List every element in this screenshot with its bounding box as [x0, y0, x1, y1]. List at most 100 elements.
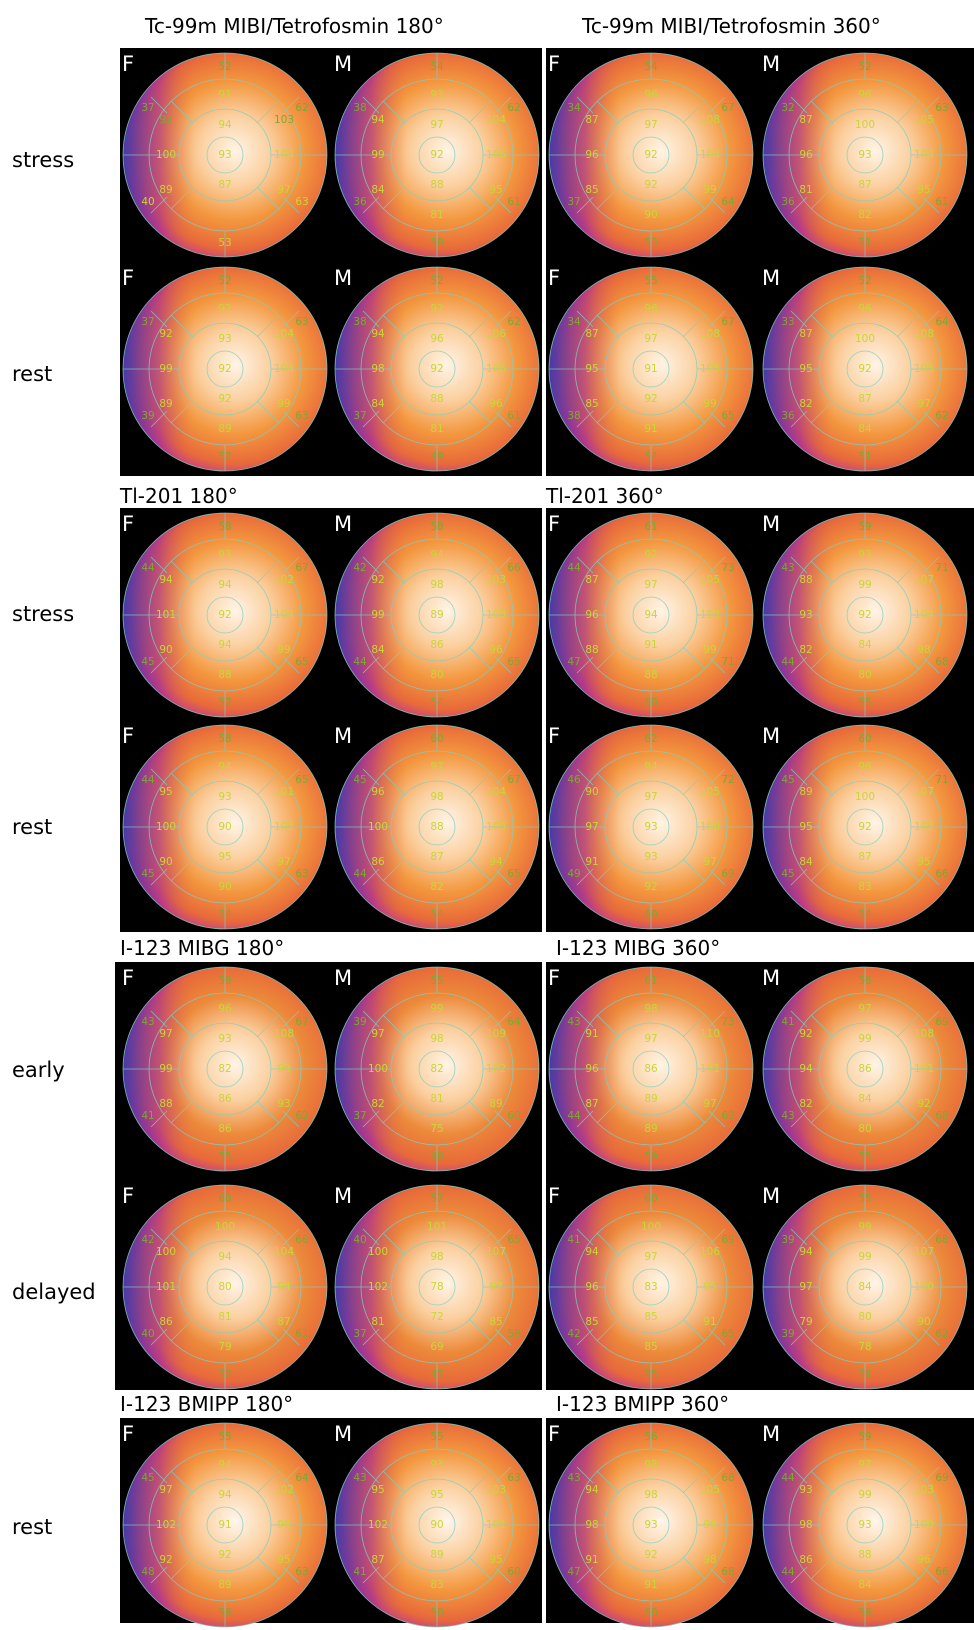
segment-value: 102: [274, 821, 294, 833]
segment-value: 100: [855, 791, 875, 803]
segment-value: 98: [799, 1519, 812, 1531]
segment-value: 63: [295, 196, 308, 208]
segment-value: 96: [858, 89, 872, 101]
segment-value: 36: [353, 196, 367, 208]
segment-value: 84: [858, 639, 872, 651]
segment-value: 87: [371, 1554, 384, 1566]
segment-value: 100: [855, 119, 875, 131]
segment-value: 95: [489, 1554, 502, 1566]
segment-value: 90: [585, 786, 598, 798]
polar-map: 60 100 97 83 85 85 55 41 94 96 85 42 69 106 95 91 65 F: [546, 1182, 756, 1392]
segment-value: 103: [486, 609, 506, 621]
segment-value: 99: [371, 149, 384, 161]
segment-value: 106: [486, 149, 506, 161]
segment-value: 81: [430, 209, 443, 221]
segment-value: 98: [430, 1033, 443, 1045]
segment-value: 104: [274, 149, 294, 161]
segment-value: 104: [486, 786, 506, 798]
segment-value: 62: [295, 102, 308, 114]
segment-value: 64: [721, 196, 735, 208]
segment-value: 52: [218, 61, 231, 73]
segment-value: 41: [353, 1566, 366, 1578]
segment-value: 104: [274, 363, 294, 375]
segment-value: 65: [507, 868, 520, 880]
segment-value: 93: [218, 149, 231, 161]
segment-value: 107: [914, 574, 934, 586]
sex-label: M: [762, 512, 781, 536]
segment-value: 101: [486, 1519, 506, 1531]
sex-label: F: [122, 1422, 135, 1446]
segment-value: 64: [295, 1472, 309, 1484]
segment-value: 59: [858, 521, 871, 533]
segment-value: 97: [277, 184, 290, 196]
segment-value: 97: [644, 333, 657, 345]
segment-value: 61: [935, 196, 948, 208]
segment-value: 102: [486, 1063, 506, 1075]
segment-value: 41: [141, 1110, 154, 1122]
segment-value: 91: [585, 1028, 598, 1040]
segment-value: 55: [644, 275, 657, 287]
segment-value: 80: [218, 1281, 231, 1293]
segment-value: 58: [218, 521, 231, 533]
segment-value: 98: [644, 1459, 657, 1471]
segment-value: 86: [644, 1063, 658, 1075]
segment-value: 98: [430, 1251, 443, 1263]
segment-value: 55: [430, 975, 443, 987]
segment-value: 59: [644, 1151, 657, 1163]
segment-value: 105: [914, 114, 934, 126]
segment-value: 91: [218, 1519, 231, 1531]
segment-value: 94: [218, 761, 232, 773]
segment-value: 84: [858, 1093, 872, 1105]
segment-value: 37: [353, 1110, 366, 1122]
segment-value: 67: [721, 316, 734, 328]
segment-value: 82: [799, 398, 812, 410]
polar-map: 54 93 97 92 88 81 50 38 94 99 84 36 62 104 106 95 61 M: [332, 50, 542, 260]
segment-value: 63: [935, 102, 948, 114]
segment-value: 99: [277, 398, 290, 410]
segment-value: 87: [858, 179, 871, 191]
segment-value: 57: [430, 1193, 443, 1205]
segment-value: 96: [489, 644, 503, 656]
segment-value: 57: [218, 697, 231, 709]
segment-value: 80: [858, 1311, 871, 1323]
segment-value: 72: [430, 1311, 443, 1323]
segment-value: 108: [274, 1028, 294, 1040]
segment-value: 73: [721, 562, 734, 574]
segment-value: 72: [721, 774, 734, 786]
segment-value: 79: [218, 1341, 231, 1353]
segment-value: 92: [644, 179, 657, 191]
segment-value: 37: [353, 1328, 366, 1340]
polar-map: 55 96 97 91 92 91 54 34 87 95 85 38 67 108 105 99 65 F: [546, 264, 756, 474]
segment-value: 97: [917, 398, 930, 410]
segment-value: 97: [703, 1098, 716, 1110]
segment-value: 94: [799, 1063, 813, 1075]
segment-value: 97: [371, 1028, 384, 1040]
segment-value: 92: [644, 393, 657, 405]
segment-value: 59: [858, 1431, 871, 1443]
segment-value: 91: [585, 856, 598, 868]
segment-value: 102: [368, 1281, 388, 1293]
sex-label: M: [762, 1422, 781, 1446]
segment-value: 43: [353, 1472, 366, 1484]
segment-value: 105: [700, 574, 720, 586]
header-mibg-360: I-123 MIBG 360°: [556, 936, 721, 960]
segment-value: 102: [368, 1519, 388, 1531]
segment-value: 98: [917, 644, 930, 656]
sex-label: F: [548, 266, 561, 290]
segment-value: 94: [277, 1281, 291, 1293]
segment-value: 52: [430, 275, 443, 287]
segment-value: 96: [917, 1554, 931, 1566]
segment-value: 100: [641, 1221, 661, 1233]
segment-value: 99: [277, 1519, 290, 1531]
segment-value: 104: [700, 149, 720, 161]
segment-value: 69: [935, 1472, 948, 1484]
segment-value: 94: [218, 1251, 232, 1263]
segment-value: 106: [486, 363, 506, 375]
segment-value: 92: [159, 1554, 172, 1566]
